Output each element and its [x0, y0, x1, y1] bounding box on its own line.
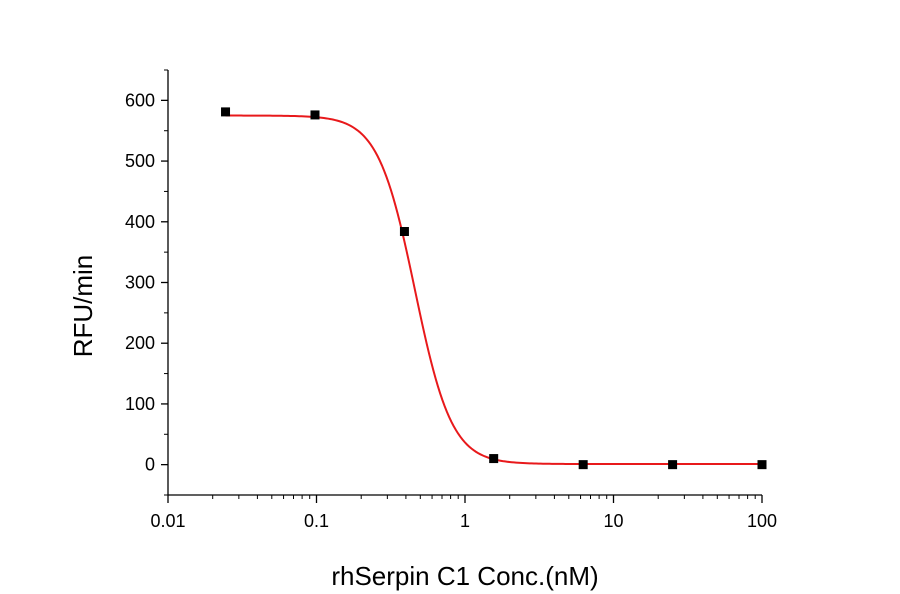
data-point — [221, 107, 231, 117]
axes — [167, 70, 762, 496]
data-point — [399, 227, 409, 236]
y-tick-label: 0 — [145, 455, 155, 475]
y-tick-label: 100 — [125, 394, 155, 414]
y-axis-label: RFU/min — [68, 255, 98, 358]
data-point — [668, 460, 678, 470]
data-point — [489, 454, 499, 464]
data-point — [578, 460, 588, 470]
x-tick-label: 0.1 — [304, 511, 329, 531]
fit-curve-layer — [225, 114, 762, 466]
y-tick-label: 300 — [125, 273, 155, 293]
y-tick-label: 500 — [125, 151, 155, 171]
x-tick-label: 1 — [460, 511, 470, 531]
data-points — [221, 107, 767, 470]
x-tick-label: 0.01 — [150, 511, 185, 531]
y-tick-label: 600 — [125, 90, 155, 110]
data-point — [757, 460, 767, 470]
x-tick-label: 100 — [747, 511, 777, 531]
x-axis-label: rhSerpin C1 Conc.(nM) — [331, 561, 598, 591]
data-point — [310, 110, 320, 120]
fit-curve — [225, 114, 762, 466]
ticks: 0 100 200 300 400 500 600 0.01 0.1 1 10 100 — [125, 69, 777, 531]
x-tick-label: 10 — [603, 511, 623, 531]
y-tick-label: 400 — [125, 212, 155, 232]
y-tick-label: 200 — [125, 333, 155, 353]
